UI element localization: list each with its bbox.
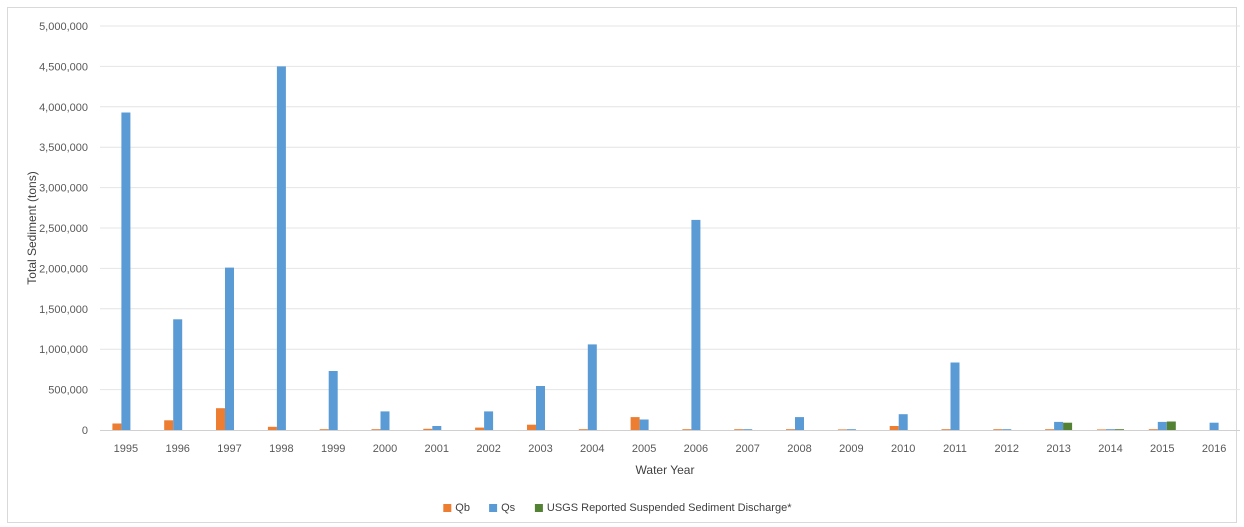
bar-qb-1996 (164, 420, 174, 430)
gridlines (100, 25, 1240, 391)
bar-qs-1998 (276, 66, 286, 431)
x-tick-label: 2005 (632, 443, 656, 455)
y-axis-tick-labels: 0 500,000 1,000,000 1,500,000 2,000,000 2,500… (39, 21, 88, 437)
bar-usgs-reported-suspended-sediment-discharge-2014 (1115, 429, 1124, 430)
x-tick-label: 2000 (373, 443, 397, 455)
bar-qb-2008 (786, 429, 795, 430)
bars (112, 66, 1219, 431)
x-tick-label: 2013 (1046, 443, 1070, 455)
bar-qs-1997 (225, 267, 234, 430)
x-tick-label: 2016 (1202, 443, 1226, 455)
bar-usgs-reported-suspended-sediment-discharge-2015 (1166, 421, 1176, 430)
bar-qs-2003 (536, 386, 545, 430)
bar-qs-2007 (743, 429, 753, 430)
x-tick-label: 1996 (165, 443, 189, 455)
bar-qs-2016 (1209, 422, 1219, 430)
chart-frame (7, 7, 1237, 523)
y-axis-title: Total Sediment (tons) (25, 171, 39, 284)
bar-qb-2015 (1148, 429, 1158, 430)
bar-qs-2013 (1054, 421, 1064, 430)
y-tick-label: 3,000,000 (39, 183, 88, 195)
x-tick-label: 2008 (787, 443, 811, 455)
bar-qb-2011 (941, 429, 951, 430)
bar-qs-2002 (484, 411, 494, 430)
bar-usgs-reported-suspended-sediment-discharge-2013 (1063, 422, 1073, 430)
y-tick-label: 2,500,000 (39, 223, 88, 235)
x-tick-label: 2007 (735, 443, 759, 455)
x-tick-label: 1997 (217, 443, 241, 455)
bar-qb-2013 (1045, 429, 1055, 430)
bar-qs-2012 (1002, 429, 1012, 430)
bar-qs-2008 (795, 417, 804, 430)
x-tick-label: 2015 (1150, 443, 1174, 455)
bar-qb-2010 (889, 426, 899, 430)
bar-qs-1999 (328, 371, 338, 430)
x-tick-label: 2009 (839, 443, 863, 455)
x-tick-label: 2014 (1098, 443, 1122, 455)
bar-qb-2004 (578, 429, 588, 430)
bar-qb-1995 (112, 423, 122, 430)
legend-swatch (534, 504, 543, 512)
legend-label: USGS Reported Suspended Sediment Dischar… (547, 502, 792, 514)
bar-qb-2003 (527, 424, 536, 430)
bar-qs-1995 (121, 112, 131, 430)
x-tick-label: 2006 (684, 443, 708, 455)
x-tick-label: 1999 (321, 443, 345, 455)
bar-qs-2001 (432, 426, 442, 430)
bar-qb-2014 (1097, 429, 1106, 431)
bar-qs-2004 (587, 344, 597, 430)
bar-qs-2005 (639, 419, 649, 430)
bar-qb-2005 (630, 417, 640, 430)
y-tick-label: 0 (82, 425, 88, 437)
bar-qs-1996 (173, 319, 183, 430)
bar-qb-2001 (423, 428, 433, 430)
bar-qs-2015 (1157, 421, 1167, 430)
x-axis-title: Water Year (636, 463, 695, 477)
x-tick-label: 2001 (425, 443, 449, 455)
y-tick-label: 3,500,000 (39, 142, 88, 154)
bar-qb-2007 (734, 429, 744, 430)
x-axis-tick-labels: 1995 1996 1997 1998 1999 2000 2001 2002 2003 2004… (114, 443, 1227, 455)
bar-qs-2014 (1106, 429, 1115, 430)
bar-qb-2009 (837, 429, 847, 431)
bar-qb-2006 (682, 429, 692, 430)
x-tick-label: 2002 (476, 443, 500, 455)
legend-swatch (443, 504, 452, 512)
x-tick-label: 2004 (580, 443, 604, 455)
x-tick-label: 1995 (114, 443, 138, 455)
x-tick-label: 2012 (995, 443, 1019, 455)
bar-qs-2009 (846, 429, 856, 430)
bar-qs-2000 (380, 411, 390, 430)
x-tick-label: 2011 (943, 443, 967, 455)
legend-label: Qb (455, 502, 470, 514)
legend-swatch (489, 504, 498, 512)
y-tick-label: 5,000,000 (39, 21, 88, 33)
legend-label: Qs (501, 502, 516, 514)
bar-qs-2010 (898, 414, 908, 430)
bar-qb-2002 (475, 427, 485, 430)
bar-qs-2006 (691, 219, 701, 430)
y-tick-label: 2,000,000 (39, 263, 88, 275)
y-tick-label: 1,000,000 (39, 344, 88, 356)
bar-qb-2012 (993, 429, 1003, 430)
bar-qb-2000 (371, 429, 381, 430)
x-tick-label: 2003 (528, 443, 552, 455)
y-tick-label: 500,000 (48, 385, 88, 397)
bar-qb-1997 (216, 408, 225, 430)
bar-qb-1998 (267, 426, 277, 430)
y-tick-label: 4,000,000 (39, 102, 88, 114)
y-tick-label: 1,500,000 (39, 304, 88, 316)
legend: Qb Qs USGS Reported Suspended Sediment Dis… (443, 502, 792, 514)
x-tick-label: 1998 (269, 443, 293, 455)
bar-qb-1999 (319, 429, 329, 430)
y-tick-label: 4,500,000 (39, 61, 88, 73)
bar-qs-2011 (950, 362, 960, 430)
x-tick-label: 2010 (891, 443, 915, 455)
